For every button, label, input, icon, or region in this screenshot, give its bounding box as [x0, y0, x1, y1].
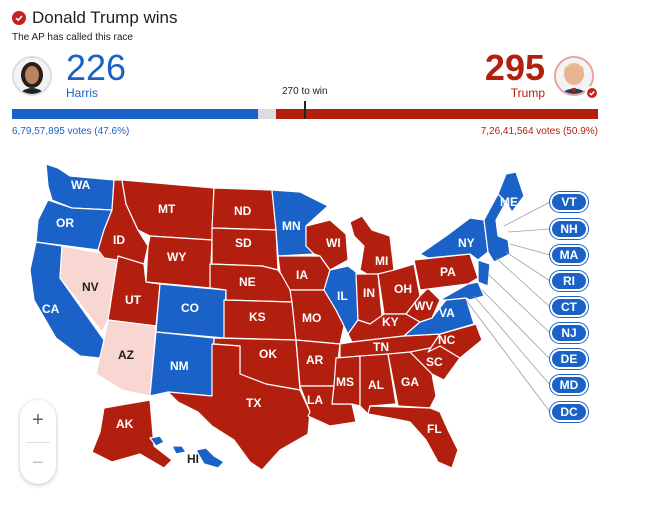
label-tn: TN: [373, 340, 389, 354]
label-nc: NC: [438, 333, 456, 347]
zoom-in-button[interactable]: +: [32, 409, 44, 432]
harris-electoral-votes: 226: [66, 47, 127, 88]
label-ok: OK: [259, 347, 277, 361]
electoral-progress-bar: [12, 109, 598, 119]
label-nv: NV: [82, 280, 99, 294]
label-fl: FL: [427, 422, 442, 436]
state-az[interactable]: [95, 319, 157, 397]
label-pa: PA: [440, 265, 456, 279]
label-in: IN: [363, 286, 375, 300]
label-mi: MI: [375, 254, 388, 268]
state-tx[interactable]: [167, 343, 311, 471]
label-wy: WY: [167, 250, 186, 264]
label-mt: MT: [158, 202, 176, 216]
label-il: IL: [337, 289, 348, 303]
undecided-bar-segment: [258, 109, 276, 119]
trump-popular-votes: 7,26,41,564 votes (50.9%): [480, 126, 598, 137]
label-sc: SC: [426, 355, 443, 369]
winner-check-icon: [585, 86, 599, 100]
label-or: OR: [56, 216, 74, 230]
label-ut: UT: [125, 293, 142, 307]
label-ks: KS: [249, 310, 266, 324]
label-az: AZ: [118, 348, 134, 362]
win-threshold-marker: [304, 101, 306, 119]
state-pill-ma[interactable]: MA: [550, 245, 588, 265]
label-me: ME: [500, 195, 518, 209]
label-la: LA: [307, 393, 323, 407]
label-ne: NE: [239, 275, 256, 289]
label-ar: AR: [306, 353, 324, 367]
state-pill-ri[interactable]: RI: [550, 271, 588, 291]
label-mo: MO: [302, 311, 321, 325]
race-status: The AP has called this race: [12, 32, 133, 43]
label-oh: OH: [394, 282, 412, 296]
state-ak[interactable]: [91, 399, 173, 469]
state-hi[interactable]: [149, 435, 225, 469]
map-zoom-control: + −: [20, 400, 56, 484]
state-pill-ct[interactable]: CT: [550, 297, 588, 317]
state-nj[interactable]: [477, 259, 491, 287]
trump-bar-segment: [276, 109, 598, 119]
state-pill-dc[interactable]: DC: [550, 402, 588, 422]
label-ak: AK: [116, 417, 134, 431]
label-ia: IA: [296, 268, 308, 282]
state-pill-nh[interactable]: NH: [550, 219, 588, 239]
result-header: Donald Trump wins: [12, 8, 178, 28]
label-nd: ND: [234, 204, 252, 218]
label-ny: NY: [458, 236, 475, 250]
label-al: AL: [368, 378, 384, 392]
harris-popular-votes: 6,79,57,895 votes (47.6%): [12, 126, 130, 137]
label-wi: WI: [326, 236, 341, 250]
check-icon: [12, 11, 26, 25]
label-va: VA: [439, 306, 455, 320]
label-sd: SD: [235, 236, 252, 250]
label-co: CO: [181, 301, 199, 315]
electoral-map: WA OR CA NV ID MT WY UT AZ CO NM ND SD N…: [29, 163, 551, 471]
state-pill-vt[interactable]: VT: [550, 192, 588, 212]
label-ky: KY: [382, 315, 399, 329]
state-me[interactable]: [497, 171, 525, 213]
to-win-label: 270 to win: [282, 86, 328, 97]
state-mi[interactable]: [349, 215, 395, 279]
label-mn: MN: [282, 219, 301, 233]
harris-avatar[interactable]: [12, 56, 52, 96]
label-tx: TX: [246, 396, 261, 410]
page-title: Donald Trump wins: [32, 8, 178, 27]
state-wy[interactable]: [145, 235, 213, 289]
state-pill-nj[interactable]: NJ: [550, 323, 588, 343]
label-id: ID: [113, 233, 125, 247]
zoom-divider: [26, 441, 50, 443]
label-ms: MS: [336, 375, 354, 389]
harris-bar-segment: [12, 109, 258, 119]
zoom-out-button[interactable]: −: [32, 451, 44, 474]
state-pill-md[interactable]: MD: [550, 375, 588, 395]
label-hi: HI: [187, 452, 199, 466]
trump-name[interactable]: Trump: [510, 86, 545, 100]
state-md-de[interactable]: [439, 281, 485, 301]
state-ny[interactable]: [419, 217, 489, 261]
label-ga: GA: [401, 375, 419, 389]
state-fl[interactable]: [367, 405, 459, 469]
label-wa: WA: [71, 178, 91, 192]
harris-name[interactable]: Harris: [66, 86, 98, 100]
label-ca: CA: [42, 302, 60, 316]
label-nm: NM: [170, 359, 189, 373]
trump-electoral-votes: 295: [484, 47, 545, 88]
label-wv: WV: [414, 299, 433, 313]
state-pill-de[interactable]: DE: [550, 349, 588, 369]
